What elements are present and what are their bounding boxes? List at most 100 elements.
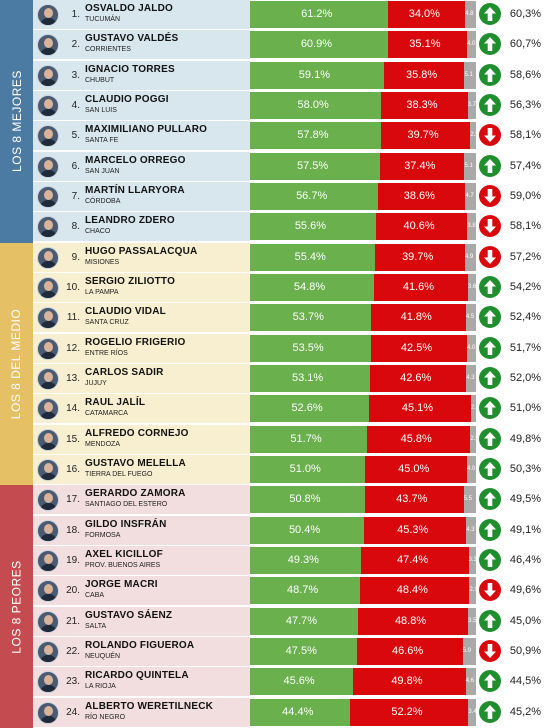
row-background [33, 545, 250, 575]
bar-positive-label: 59.1% [298, 68, 330, 81]
bar-positive: 56.7% [250, 182, 379, 210]
bar-no-answer-label: 2.9 [469, 587, 478, 594]
province-name: ENTRE RÍOS [85, 349, 128, 357]
row-background [33, 30, 250, 60]
stacked-bar: 50.8% 43.7% 5.5 [250, 486, 476, 514]
stacked-bar: 54.8% 41.6% 3.6 [250, 273, 476, 301]
row-background [33, 90, 250, 120]
bar-negative: 39.7% [380, 122, 471, 150]
bar-positive-label: 44.4% [282, 705, 314, 718]
bar-positive: 52.6% [250, 395, 369, 423]
bar-negative-label: 35.8% [406, 68, 438, 81]
bar-no-answer: 2.5 [470, 122, 479, 150]
bar-no-answer-label: 4.0 [466, 465, 476, 472]
bar-negative-label: 41.8% [400, 311, 432, 324]
stacked-bar: 47.5% 46.6% 5.9 [250, 637, 476, 665]
arrow-up-icon [479, 548, 501, 571]
rank-number: 15. [66, 433, 80, 445]
bar-negative: 52.2% [350, 698, 469, 726]
bar-no-answer-label: 4.6 [465, 678, 474, 685]
bar-positive: 53.5% [250, 334, 371, 362]
province-name: SANTA CRUZ [85, 319, 129, 327]
bar-no-answer-label: 3.7 [467, 101, 476, 108]
row-background [33, 333, 250, 363]
stacked-bar: 44.4% 52.2% 3.4 [250, 698, 477, 726]
bar-negative: 45.3% [363, 516, 467, 544]
bar-negative-label: 45.8% [400, 432, 432, 445]
bar-no-answer: 3.8 [467, 213, 476, 241]
previous-value: 51,0% [509, 402, 542, 415]
province-name: MENDOZA [85, 440, 120, 448]
governor-name: GERARDO ZAMORA [85, 488, 186, 500]
province-name: JUJUY [85, 379, 107, 387]
rank-number: 10. [66, 281, 80, 293]
stacked-bar: 53.1% 42.6% 4.3 [250, 364, 476, 392]
arrow-up-icon [479, 336, 501, 359]
bar-negative: 48.4% [360, 577, 470, 605]
previous-value: 49,1% [509, 523, 542, 536]
row-background [33, 303, 250, 333]
avatar-face [44, 98, 53, 109]
avatar-face [44, 462, 53, 473]
avatar-face [44, 280, 53, 291]
previous-value: 49,8% [509, 432, 542, 445]
bar-positive-label: 45.6% [283, 675, 315, 688]
stacked-bar: 47.7% 48.8% 3.5 [250, 607, 477, 635]
governor-row: 22. ROLANDO FIGUEROA NEUQUÉN 47.5% 46.6% 5.9 5… [33, 636, 548, 666]
avatar [37, 458, 59, 481]
bar-positive: 61.2% [250, 1, 389, 28]
bar-negative: 49.8% [353, 668, 466, 696]
stacked-bar: 58.0% 38.3% 3.7 [250, 91, 476, 119]
arrow-up-icon [479, 33, 501, 56]
bar-negative: 41.8% [371, 304, 466, 332]
bar-no-answer-label: 4.0 [466, 344, 476, 351]
bar-no-answer-label: 4.7 [465, 192, 474, 199]
previous-value: 46,4% [509, 553, 542, 566]
rank-number: 1. [71, 9, 80, 20]
bar-positive-label: 47.5% [285, 644, 317, 657]
bar-negative-label: 42.5% [400, 341, 433, 354]
avatar [37, 4, 59, 26]
bar-negative-label: 40.6% [403, 220, 435, 233]
bar-no-answer: 4.0 [466, 334, 476, 362]
province-name: SAN JUAN [85, 167, 120, 175]
avatar-suit [40, 230, 57, 238]
row-background [33, 181, 250, 211]
governor-name: IGNACIO TORRES [85, 63, 175, 75]
province-name: CHUBUT [85, 76, 115, 84]
governor-name: RAUL JALÍL [85, 397, 146, 409]
bar-no-answer-label: 5.9 [462, 647, 471, 654]
row-background [33, 697, 250, 727]
row-background [33, 242, 250, 272]
rank-number: 8. [71, 221, 80, 233]
bar-negative: 42.5% [370, 334, 467, 362]
bar-negative-label: 39.7% [407, 129, 439, 142]
bar-positive-label: 58.0% [297, 98, 329, 111]
row-background [33, 606, 250, 636]
bar-negative-label: 46.6% [392, 644, 424, 657]
row-background [33, 636, 250, 666]
province-name: FORMOSA [85, 531, 121, 539]
arrow-up-icon [479, 154, 501, 177]
avatar-suit [40, 199, 57, 207]
bar-negative: 34.0% [388, 1, 466, 28]
stacked-bar: 53.7% 41.8% 4.5 [250, 304, 476, 332]
bar-negative: 45.8% [366, 425, 471, 453]
bar-positive-label: 60.9% [300, 38, 333, 51]
bar-negative: 45.0% [365, 455, 467, 483]
previous-value: 49,6% [509, 584, 542, 597]
row-background [33, 212, 250, 242]
rank-number: 13. [66, 372, 80, 384]
governor-row: 10. SERGIO ZILIOTTO LA PAMPA 54.8% 41.6% 3.6 5… [33, 272, 548, 302]
bar-no-answer: 5.1 [464, 61, 476, 89]
bar-no-answer-label: 3.5 [468, 617, 477, 624]
avatar [37, 367, 59, 390]
group-band: LOS 8 MEJORES [0, 0, 33, 243]
governor-name: ALBERTO WERETILNECK [85, 700, 214, 712]
avatar-suit [40, 472, 57, 480]
arrow-up-icon [479, 63, 501, 86]
bar-no-answer-label: 2.5 [470, 435, 479, 442]
rank-number: 7. [71, 190, 80, 202]
rank-number: 4. [71, 99, 80, 111]
row-background [33, 394, 250, 424]
